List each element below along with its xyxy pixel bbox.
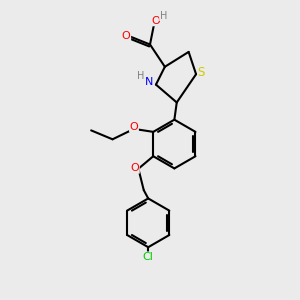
Text: N: N xyxy=(145,76,154,87)
Text: O: O xyxy=(152,16,160,26)
Text: S: S xyxy=(198,66,205,79)
Text: Cl: Cl xyxy=(143,252,154,262)
Text: H: H xyxy=(160,11,167,21)
Text: O: O xyxy=(130,163,139,173)
Text: O: O xyxy=(122,31,130,40)
Text: O: O xyxy=(130,122,138,131)
Text: H: H xyxy=(137,71,144,81)
